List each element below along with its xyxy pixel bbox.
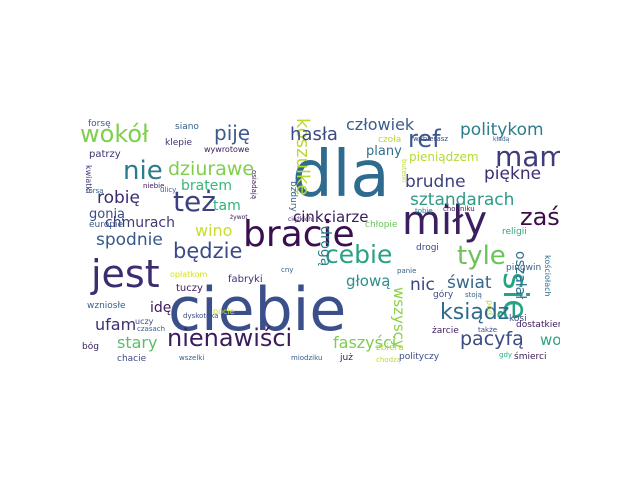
word-ciezkich: ciężkich — [288, 216, 313, 223]
word-gdy: gdy — [499, 351, 513, 359]
word-ide: idę — [150, 300, 172, 316]
word-chodza: chodzą — [376, 356, 401, 364]
word-smierci: śmierci — [514, 352, 547, 362]
word-wino: wino — [195, 221, 233, 240]
word-pod: pod — [485, 300, 494, 316]
word-chodniku: chodniku — [443, 205, 475, 213]
word-drogi: drogi — [416, 243, 439, 253]
word-pacyfa: pacyfą — [460, 328, 524, 350]
word-czlowiek: człowiek — [346, 115, 415, 134]
word-wzniosle: wzniosłe — [87, 301, 126, 311]
word-swiat: świat — [447, 273, 492, 293]
word-tyle: tyle — [457, 241, 506, 271]
word-europie: europie — [89, 220, 124, 230]
word-pije: piję — [214, 121, 251, 145]
word-forse: forsę — [88, 119, 111, 129]
word-mily: miły — [402, 198, 488, 244]
word-politykom: politykom — [460, 120, 544, 140]
word-dziurawe: dziurawe — [168, 158, 255, 180]
word-wolny: wolny — [540, 331, 560, 349]
word-gory: góry — [433, 290, 454, 300]
word-bracie: bracie — [243, 214, 355, 255]
word-hasla: hasła — [290, 124, 338, 145]
word-czasach: czasach — [137, 325, 166, 333]
word-cloud: ciebie dla miły bracie jest się mam nien… — [80, 115, 560, 365]
word-pingwin: pingwin — [506, 263, 542, 273]
word-pocie: pocie — [213, 307, 235, 316]
word-juz: już — [340, 353, 353, 363]
word-robie: robię — [97, 188, 140, 208]
word-zas: zaś — [520, 203, 560, 231]
word-bog: bóg — [82, 342, 99, 352]
word-klepie: klepie — [165, 138, 192, 148]
word-uczy: uczy — [135, 317, 154, 326]
word-wszelki: wszelki — [179, 354, 205, 362]
word-niebie: niebie — [143, 182, 165, 190]
word-cebie: cebie — [325, 240, 393, 269]
word-fabryki: fabryki — [228, 274, 263, 285]
word-bratem: bratem — [181, 178, 232, 194]
word-chmurach: chmurach — [105, 215, 175, 231]
word-ciebie: ciebie — [168, 275, 347, 345]
word-ref: ref — [408, 125, 441, 153]
word-dla: dla — [292, 138, 390, 212]
word-brudne: brudne — [405, 172, 466, 192]
word-cinkciarze: cinkciarze — [293, 208, 369, 226]
word-faszysci: faszyści — [333, 333, 397, 352]
word-bedzie: będzie — [173, 239, 243, 263]
word-gonia: gonią — [89, 207, 126, 222]
word-zarcie: żarcie — [432, 326, 459, 336]
word-plany: plany — [366, 144, 402, 159]
word-wybierasz: wybierasz — [413, 135, 449, 143]
word-forsa: forsą — [86, 187, 104, 195]
word-zbiera: zbiera — [376, 343, 404, 353]
word-piekne: piękne — [484, 164, 542, 184]
word-pieniadzem: pieniądzem — [409, 150, 479, 164]
word-zywot: żywot — [230, 214, 248, 221]
word-dostatkiem: dostatkiem — [516, 320, 560, 330]
word-nic: nic — [410, 275, 435, 295]
word-jest: jest — [91, 252, 160, 296]
word-oszalal: oszalał — [512, 251, 528, 300]
word-stoja: stoją — [465, 291, 482, 299]
word-polityczy: polityczy — [399, 352, 440, 362]
word-nie: nie — [123, 156, 163, 186]
word-ufam: ufam — [95, 315, 137, 334]
word-dyskoteka: dyskoteka — [183, 312, 219, 320]
word-patrzy: patrzy — [89, 149, 121, 160]
word-koscielach: kościołach — [543, 255, 552, 297]
word-glowa: głową — [346, 272, 391, 290]
word-oplatkom: opłatkom — [170, 270, 208, 279]
word-ksiadz: ksiądz — [440, 300, 510, 325]
word-panie: panie — [397, 267, 417, 275]
word-tobie: tobie — [415, 207, 433, 215]
word-religii: religii — [502, 227, 527, 237]
word-cny: cny — [281, 266, 294, 274]
word-wywrotowe: wywrotowe — [204, 145, 250, 154]
word-takze: także — [478, 326, 498, 334]
word-nienawisci: nienawiści — [167, 324, 293, 352]
word-sztandarach: sztandarach — [410, 190, 515, 210]
word-siano: siano — [175, 122, 199, 132]
word-ulicy: ulicy — [160, 186, 177, 194]
word-czola: czoła — [378, 135, 402, 145]
word-droga: drogą — [317, 226, 333, 267]
word-tuczy: tuczy — [176, 283, 203, 294]
word-miodziku: miodziku — [291, 354, 323, 362]
word-bzdury: bzdury — [288, 181, 298, 212]
word-kosi: kosi — [509, 314, 527, 324]
word-tam: tam — [213, 198, 241, 214]
word-chacie: chacie — [117, 354, 147, 364]
word-chlopie: chłopie — [365, 220, 398, 230]
word-osiadaja: osiadają — [250, 170, 258, 200]
word-butelki: butelki — [400, 159, 408, 183]
word-klada: kładą — [493, 136, 510, 143]
word-stary: stary — [117, 333, 158, 352]
word-tez: też — [173, 185, 216, 218]
word-spodnie: spodnie — [96, 230, 163, 250]
word-wokol: wokół — [80, 120, 149, 148]
word-mam: mam — [495, 140, 560, 173]
